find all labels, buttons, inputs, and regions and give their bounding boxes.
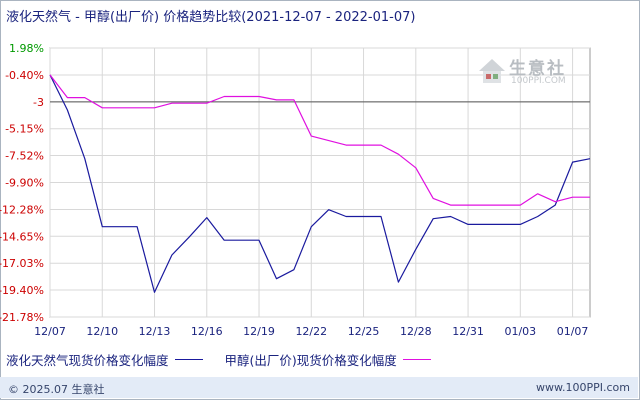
y-tick-label: 1.98%	[9, 42, 44, 55]
y-tick-label: -3	[33, 96, 44, 109]
chart-title: 液化天然气 - 甲醇(出厂价) 价格趋势比较(2021-12-07 - 2022…	[6, 10, 416, 25]
x-tick-label: 12/31	[452, 325, 484, 338]
y-tick-label: -17.03%	[0, 257, 44, 270]
x-tick-label: 12/07	[34, 325, 66, 338]
house-logo-icon	[479, 59, 505, 83]
y-tick-label: -5.15%	[5, 123, 44, 136]
legend-swatch-lng	[174, 359, 203, 360]
copyright-text: © 2025.07 生意社	[8, 383, 105, 396]
x-tick-label: 12/25	[348, 325, 380, 338]
legend-item-methanol: 甲醇(出厂价)现货价格变化幅度	[225, 350, 431, 369]
legend-swatch-methanol	[402, 359, 431, 360]
x-tick-label: 12/22	[295, 325, 327, 338]
y-tick-label: -7.52%	[5, 150, 44, 163]
legend-label-methanol: 甲醇(出厂价)现货价格变化幅度	[224, 353, 397, 368]
x-tick-label: 12/16	[191, 325, 223, 338]
y-tick-label: -12.28%	[0, 203, 44, 216]
y-tick-label: -19.40%	[0, 284, 44, 297]
y-tick-label: -9.90%	[5, 177, 44, 190]
x-tick-label: 12/10	[86, 325, 118, 338]
footer-link[interactable]: www.100PPI.com	[536, 381, 630, 394]
y-tick-label: -14.65%	[0, 230, 44, 243]
legend-label-lng: 液化天然气现货价格变化幅度	[6, 353, 169, 368]
series-line-methanol	[49, 74, 590, 206]
watermark-text: 生意社	[509, 59, 566, 79]
watermark: 生意社 100PPI.COM	[477, 52, 587, 92]
series-line-lng	[49, 74, 591, 293]
legend-item-lng: 液化天然气现货价格变化幅度	[6, 350, 203, 369]
y-tick-label: -21.78%	[0, 311, 44, 324]
footer-bar: © 2025.07 生意社 www.100PPI.com	[0, 377, 638, 398]
x-tick-label: 12/13	[139, 325, 171, 338]
y-tick-label: -0.40%	[5, 69, 44, 82]
x-tick-label: 12/19	[243, 325, 275, 338]
x-tick-label: 12/28	[400, 325, 432, 338]
x-tick-label: 01/07	[557, 325, 589, 338]
watermark-url: 100PPI.COM	[511, 76, 566, 86]
x-tick-label: 01/03	[504, 325, 536, 338]
chart-legend: 液化天然气现货价格变化幅度 甲醇(出厂价)现货价格变化幅度	[6, 350, 449, 369]
